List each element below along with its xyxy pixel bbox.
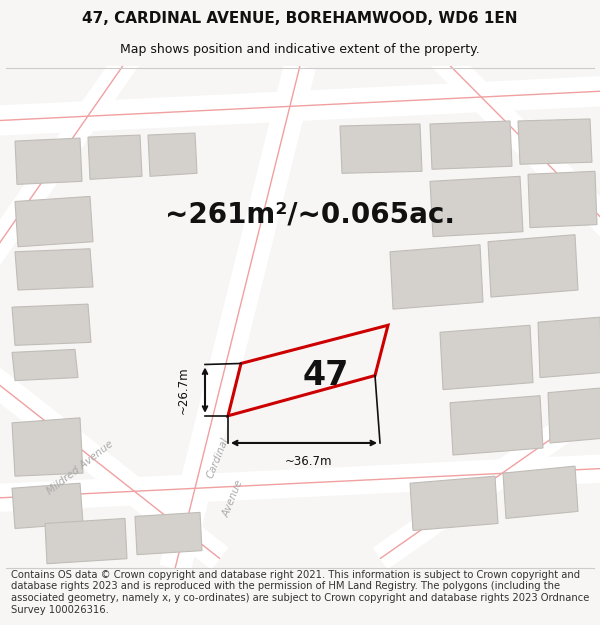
Text: ~261m²/~0.065ac.: ~261m²/~0.065ac.: [165, 201, 455, 229]
Polygon shape: [15, 138, 82, 184]
Polygon shape: [430, 121, 512, 169]
Polygon shape: [0, 48, 140, 264]
Polygon shape: [518, 119, 592, 164]
Text: Avenue: Avenue: [221, 478, 245, 518]
Polygon shape: [135, 512, 202, 554]
Polygon shape: [440, 325, 533, 389]
Polygon shape: [12, 418, 83, 476]
Polygon shape: [430, 176, 523, 237]
Text: ~36.7m: ~36.7m: [285, 454, 333, 468]
Polygon shape: [450, 396, 543, 455]
Polygon shape: [45, 519, 127, 564]
Text: 47, CARDINAL AVENUE, BOREHAMWOOD, WD6 1EN: 47, CARDINAL AVENUE, BOREHAMWOOD, WD6 1E…: [82, 11, 518, 26]
Polygon shape: [228, 325, 388, 416]
Polygon shape: [15, 196, 93, 247]
Polygon shape: [15, 249, 93, 290]
Polygon shape: [0, 366, 229, 570]
Polygon shape: [430, 46, 600, 237]
Text: Contains OS data © Crown copyright and database right 2021. This information is : Contains OS data © Crown copyright and d…: [11, 570, 589, 614]
Polygon shape: [0, 454, 600, 512]
Polygon shape: [12, 483, 83, 529]
Polygon shape: [373, 387, 600, 569]
Text: 47: 47: [303, 359, 349, 391]
Polygon shape: [340, 124, 422, 173]
Polygon shape: [88, 135, 142, 179]
Polygon shape: [160, 62, 316, 572]
Polygon shape: [148, 133, 197, 176]
Polygon shape: [488, 234, 578, 297]
Polygon shape: [410, 476, 498, 531]
Text: Mildred Avenue: Mildred Avenue: [45, 439, 115, 497]
Polygon shape: [548, 388, 600, 443]
Polygon shape: [12, 349, 78, 381]
Text: Map shows position and indicative extent of the property.: Map shows position and indicative extent…: [120, 42, 480, 56]
Polygon shape: [538, 317, 600, 378]
Polygon shape: [0, 76, 600, 136]
Polygon shape: [390, 245, 483, 309]
Text: ~26.7m: ~26.7m: [176, 366, 190, 414]
Text: Cardinal: Cardinal: [205, 436, 231, 480]
Polygon shape: [503, 466, 578, 519]
Polygon shape: [528, 171, 597, 227]
Polygon shape: [12, 304, 91, 346]
